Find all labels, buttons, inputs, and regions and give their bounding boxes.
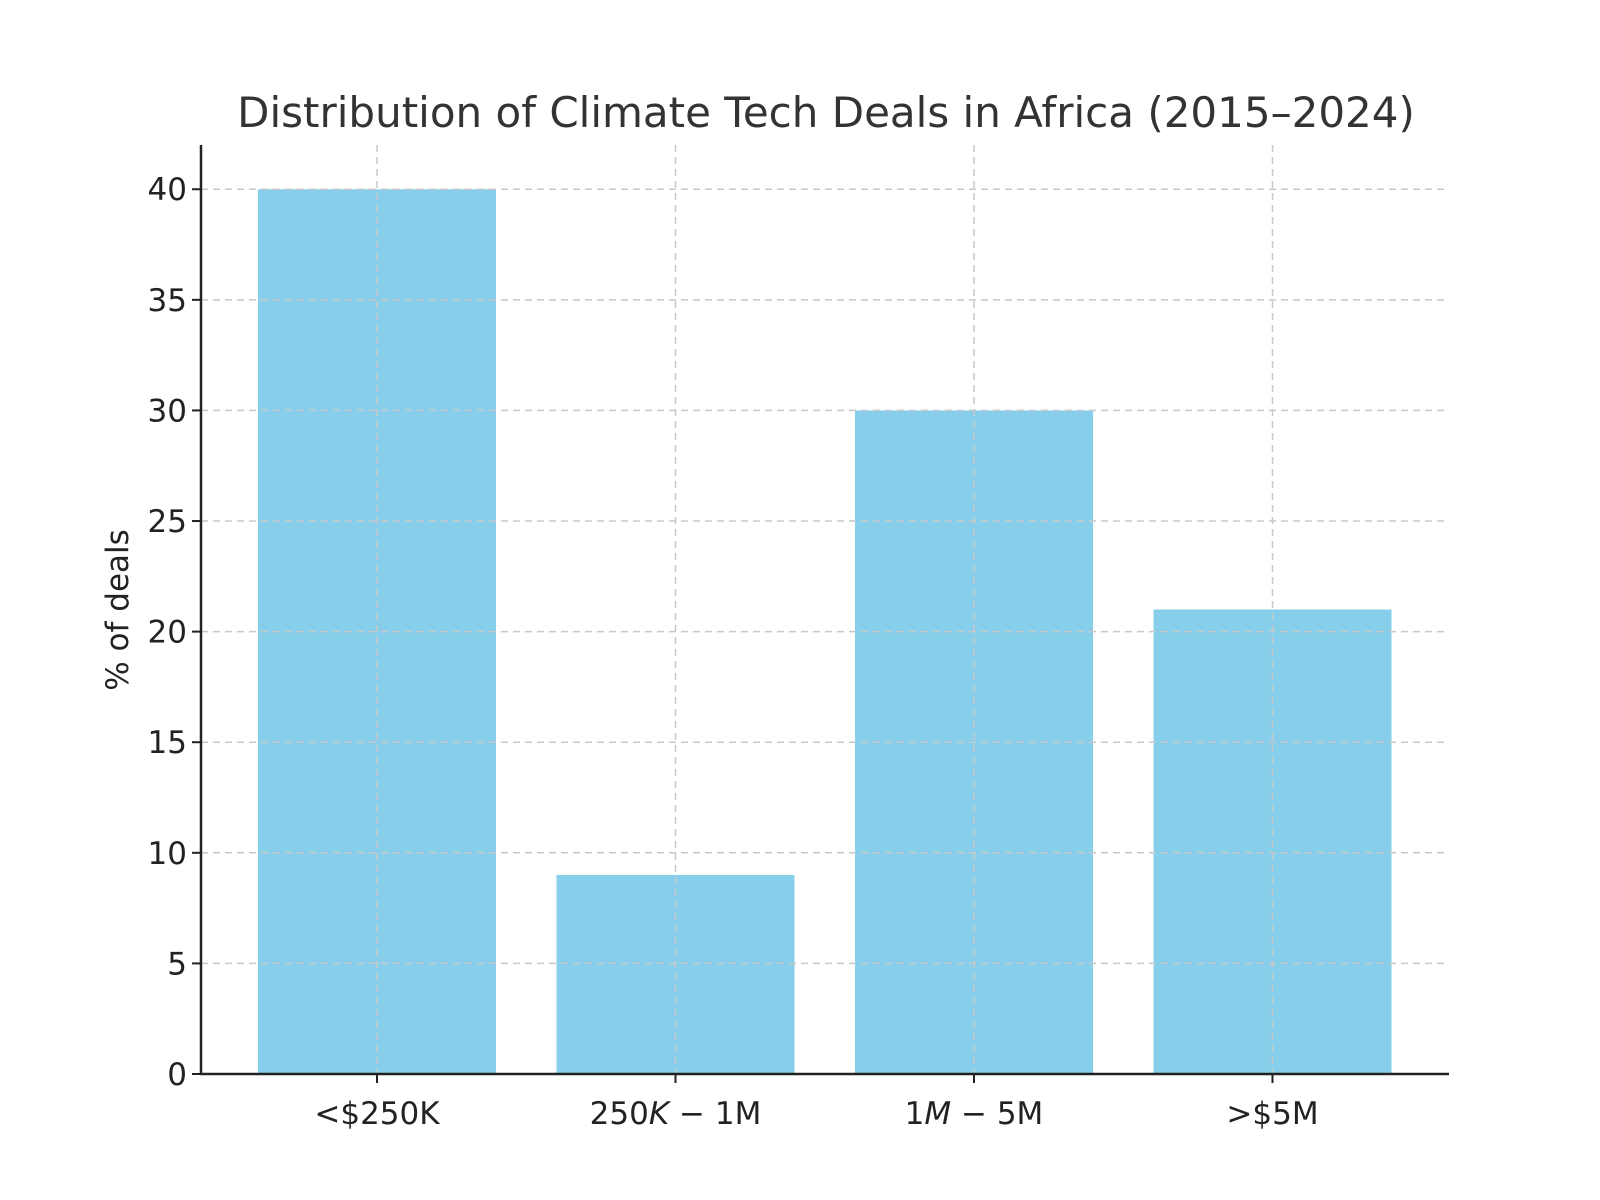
x-tick-label: <$250K bbox=[314, 1096, 440, 1132]
x-tick-label: 250K − 1M bbox=[590, 1096, 762, 1132]
y-axis-label: % of deals bbox=[100, 529, 136, 691]
y-tick-label: 5 bbox=[167, 946, 187, 982]
axes: 0 5 10 15 20 25 30 35 40 <$250K 250K − 1M 1M − 5M >$… bbox=[148, 145, 1449, 1132]
y-tick-label: 20 bbox=[148, 615, 187, 651]
grid-lines bbox=[201, 145, 1449, 1074]
y-tick-label: 0 bbox=[167, 1057, 187, 1093]
y-tick-label: 30 bbox=[148, 393, 187, 429]
chart-title: Distribution of Climate Tech Deals in Af… bbox=[237, 88, 1415, 137]
x-tick-label: 1M − 5M bbox=[905, 1096, 1044, 1132]
y-tick-label: 10 bbox=[148, 836, 187, 872]
y-tick-label: 40 bbox=[148, 172, 187, 208]
y-tick-label: 25 bbox=[148, 504, 187, 540]
y-tick-label: 35 bbox=[148, 283, 187, 319]
y-tick-label: 15 bbox=[148, 725, 187, 761]
x-tick-label: >$5M bbox=[1226, 1096, 1318, 1132]
